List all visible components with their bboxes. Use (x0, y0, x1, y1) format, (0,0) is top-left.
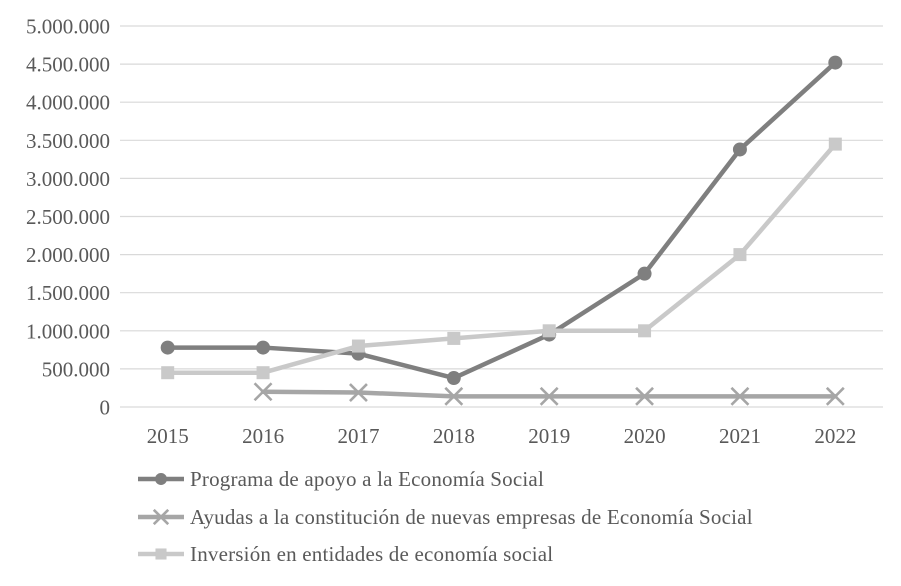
x-axis-tick-label: 2021 (719, 424, 761, 448)
x-axis-tick-label: 2020 (624, 424, 666, 448)
data-point-marker-square (733, 248, 747, 262)
data-point-marker-square (161, 366, 175, 380)
legend-item-inversion-entidades: Inversión en entidades de economía socia… (137, 541, 553, 567)
y-axis-tick-label: 500.000 (42, 357, 110, 381)
data-point-marker-square (542, 324, 556, 338)
legend-x-marker-icon (138, 508, 184, 526)
y-axis-tick-label: 1.000.000 (26, 319, 110, 343)
data-point-marker-circle (155, 473, 167, 485)
y-axis-tick-label: 4.500.000 (26, 53, 110, 77)
y-axis-tick-label: 5.000.000 (26, 15, 110, 39)
data-point-marker-square (447, 331, 461, 345)
legend-label: Programa de apoyo a la Economía Social (190, 466, 544, 491)
data-point-marker-x (349, 383, 368, 402)
series-line-2 (165, 141, 838, 375)
data-point-marker-circle (732, 142, 747, 157)
data-point-marker-circle (828, 55, 843, 70)
data-point-marker-x (152, 508, 170, 526)
data-point-marker-x (539, 386, 559, 406)
data-point-marker-x (635, 386, 654, 406)
data-point-marker-x (730, 386, 750, 406)
y-axis-tick-label: 3.500.000 (26, 129, 110, 153)
x-axis-tick-label: 2017 (337, 424, 379, 448)
data-point-marker-square (155, 548, 167, 560)
legend-label: Inversión en entidades de economía socia… (190, 541, 554, 566)
y-axis-tick-label: 1.500.000 (26, 281, 110, 305)
data-point-marker-square (351, 339, 365, 353)
y-axis-tick-label: 2.500.000 (26, 205, 110, 229)
y-axis-tick-label: 2.000.000 (26, 243, 110, 267)
plot-area: 0 500.000 1.000.000 1.500.000 2.000.000 2.500… (26, 15, 883, 448)
data-point-marker-x (444, 386, 464, 406)
series-1 (253, 382, 845, 406)
legend-item-ayudas-constitucion: Ayudas a la constitución de nuevas empre… (137, 504, 753, 530)
data-point-marker-circle (256, 340, 271, 355)
y-axis-tick-label: 0 (100, 396, 111, 420)
series-line-0 (165, 60, 838, 381)
data-point-marker-square (828, 137, 842, 151)
series-0 (160, 55, 843, 386)
legend-label: Ayudas a la constitución de nuevas empre… (190, 504, 753, 529)
gridlines (120, 25, 883, 408)
y-axis: 0 500.000 1.000.000 1.500.000 2.000.000 2.500… (26, 15, 110, 420)
legend-item-programa-apoyo: Programa de apoyo a la Economía Social (137, 466, 544, 492)
data-point-marker-x (253, 382, 273, 402)
data-point-marker-square (256, 366, 270, 380)
series-2 (161, 137, 842, 380)
x-axis: 2015 2016 2017 2018 2019 2020 2021 2022 (147, 424, 857, 448)
legend-circle-marker-icon (138, 473, 184, 485)
x-axis-tick-label: 2016 (242, 424, 284, 448)
legend-square-marker-icon (138, 548, 184, 560)
x-axis-tick-label: 2018 (433, 424, 475, 448)
x-axis-tick-label: 2019 (528, 424, 570, 448)
x-axis-tick-label: 2022 (814, 424, 856, 448)
data-point-marker-circle (446, 371, 461, 386)
data-point-marker-circle (160, 340, 175, 355)
y-axis-tick-label: 4.000.000 (26, 91, 110, 115)
data-point-marker-x (825, 386, 845, 406)
data-point-marker-circle (637, 266, 652, 281)
x-axis-tick-label: 2015 (147, 424, 189, 448)
y-axis-tick-label: 3.000.000 (26, 167, 110, 191)
data-point-marker-square (638, 324, 652, 338)
